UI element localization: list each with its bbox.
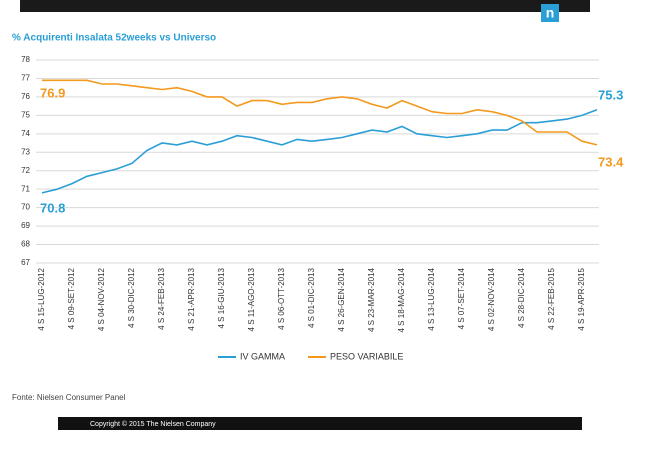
y-tick-label: 73 [21, 147, 30, 156]
x-tick-label: 4 S 16-GIU-2013 [217, 267, 226, 328]
data-label: 75.3 [598, 87, 623, 102]
x-tick-label: 4 S 01-DIC-2013 [307, 267, 316, 328]
x-tick-label: 4 S 22-FEB-2015 [547, 267, 556, 329]
x-tick-label: 4 S 09-SET-2012 [67, 267, 76, 329]
y-tick-label: 76 [21, 92, 30, 101]
chart-title: % Acquirenti Insalata 52weeks vs Univers… [12, 33, 216, 44]
data-label: 70.8 [40, 200, 65, 215]
logo-box [541, 4, 559, 22]
y-tick-label: 71 [21, 184, 30, 193]
source: Fonte: Nielsen Consumer Panel [12, 393, 126, 402]
y-tick-label: 70 [21, 203, 30, 212]
x-tick-label: 4 S 26-GEN-2014 [337, 267, 346, 331]
data-label: 73.4 [598, 154, 624, 169]
x-tick-label: 4 S 02-NOV-2014 [487, 267, 496, 331]
y-tick-label: 72 [21, 166, 30, 175]
x-tick-label: 4 S 15-LUG-2012 [37, 267, 46, 330]
x-tick-label: 4 S 04-NOV-2012 [97, 267, 106, 331]
data-label: 76.9 [40, 86, 65, 101]
x-tick-label: 4 S 28-DIC-2014 [517, 267, 526, 328]
top-bar [20, 0, 590, 12]
y-tick-label: 69 [21, 221, 30, 230]
line-series [42, 79, 598, 146]
legend-label: IV GAMMA [240, 351, 285, 361]
y-tick-label: 68 [21, 240, 30, 249]
x-tick-label: 4 S 11-AGO-2013 [247, 267, 256, 331]
y-tick-label: 75 [21, 110, 30, 119]
footer: Copyright © 2015 The Nielsen Company [90, 420, 216, 428]
x-tick-label: 4 S 13-LUG-2014 [427, 267, 436, 330]
y-tick-label: 77 [21, 74, 30, 83]
x-tick-label: 4 S 07-SET-2014 [457, 267, 466, 329]
x-tick-label: 4 S 21-APR-2013 [187, 267, 196, 330]
footer-bar [58, 417, 582, 430]
legend-label: PESO VARIABILE [330, 351, 403, 361]
y-tick-label: 74 [21, 129, 30, 138]
line-series [41, 109, 598, 194]
x-tick-label: 4 S 19-APR-2015 [577, 267, 586, 330]
logo: n [546, 5, 555, 21]
x-tick-label: 4 S 18-MAG-2014 [397, 267, 406, 332]
x-tick-label: 4 S 30-DIC-2012 [127, 267, 136, 328]
x-tick-label: 4 S 24-FEB-2013 [157, 267, 166, 329]
y-tick-label: 67 [21, 258, 30, 267]
x-tick-label: 4 S 06-OTT-2013 [277, 267, 286, 329]
x-tick-label: 4 S 23-MAR-2014 [367, 267, 376, 332]
y-tick-label: 78 [21, 55, 30, 64]
